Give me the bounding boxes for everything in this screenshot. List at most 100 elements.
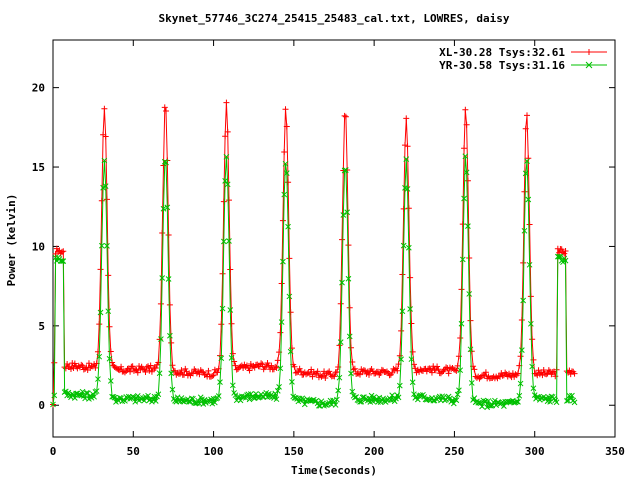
data-point <box>291 363 298 370</box>
data-point <box>462 106 469 113</box>
data-point <box>289 379 295 385</box>
data-point <box>562 248 569 255</box>
legend-label-1: YR-30.58 Tsys:31.16 <box>439 59 565 72</box>
data-point <box>497 373 504 380</box>
data-point <box>143 364 150 371</box>
legend-marker-0 <box>586 49 592 55</box>
data-point <box>228 320 235 327</box>
data-point <box>348 344 355 351</box>
x-tick-label: 350 <box>605 445 625 458</box>
data-point <box>268 362 275 369</box>
data-point <box>232 362 239 369</box>
data-point <box>261 364 268 371</box>
data-point <box>287 309 294 316</box>
y-tick-label: 0 <box>38 399 45 412</box>
data-point <box>56 247 63 254</box>
data-point <box>158 336 164 342</box>
data-point <box>147 362 154 369</box>
data-point <box>281 148 288 155</box>
data-point <box>60 258 67 264</box>
data-point <box>529 363 535 370</box>
data-point <box>331 373 338 380</box>
data-point <box>129 363 136 370</box>
data-point <box>408 320 415 327</box>
data-point <box>305 369 312 376</box>
data-point <box>481 372 488 379</box>
data-point <box>85 360 92 367</box>
data-point <box>559 249 566 256</box>
data-point <box>407 306 413 312</box>
data-point <box>339 279 345 286</box>
data-point <box>466 255 473 262</box>
series-line-0 <box>52 102 575 405</box>
data-point <box>60 248 67 255</box>
data-point <box>224 128 231 135</box>
data-point <box>105 308 112 315</box>
data-point <box>539 372 546 379</box>
data-point <box>83 364 90 371</box>
data-point <box>212 399 218 406</box>
legend-marker-1 <box>585 61 593 69</box>
data-point <box>263 363 270 370</box>
data-point <box>92 364 99 371</box>
data-point <box>296 365 303 372</box>
data-point <box>249 363 256 370</box>
data-point <box>107 348 114 355</box>
data-point <box>218 355 225 362</box>
data-point <box>337 300 344 307</box>
data-point <box>374 368 381 375</box>
data-point <box>215 393 222 399</box>
data-point <box>560 259 566 266</box>
data-point <box>458 320 465 327</box>
legend-label-0: XL-30.28 Tsys:32.61 <box>439 46 565 59</box>
data-point <box>287 348 294 355</box>
data-point <box>222 133 229 140</box>
data-point <box>447 395 453 402</box>
data-point <box>345 242 352 249</box>
data-point <box>223 99 230 106</box>
data-point <box>518 317 525 324</box>
data-point <box>282 160 289 167</box>
data-point <box>517 353 524 360</box>
data-point <box>403 115 410 122</box>
data-point <box>515 399 521 405</box>
data-point <box>484 404 491 411</box>
data-point <box>178 367 185 374</box>
data-point <box>102 133 109 140</box>
data-point <box>520 297 527 304</box>
data-point <box>145 363 152 370</box>
data-point <box>334 396 340 403</box>
data-point <box>464 177 471 184</box>
x-tick-label: 250 <box>444 445 464 458</box>
data-point <box>509 370 516 377</box>
y-tick-label: 10 <box>32 240 45 253</box>
data-point <box>103 196 110 203</box>
data-point <box>520 259 527 266</box>
data-point <box>358 398 365 405</box>
data-point <box>333 368 340 375</box>
data-point <box>65 389 72 396</box>
series-markers-1 <box>50 153 578 411</box>
data-point <box>279 217 286 224</box>
data-point <box>517 380 524 387</box>
data-point <box>97 266 104 273</box>
data-point <box>205 367 212 374</box>
data-point <box>314 368 321 375</box>
data-point <box>228 354 235 361</box>
data-point <box>434 363 441 370</box>
data-point <box>543 371 550 378</box>
data-point <box>159 275 166 281</box>
data-point <box>219 305 226 312</box>
data-point <box>164 204 171 211</box>
data-point <box>512 371 519 378</box>
data-point <box>132 398 139 405</box>
data-point <box>473 374 480 381</box>
data-point <box>170 367 177 374</box>
data-point <box>389 369 396 376</box>
data-point <box>467 317 474 324</box>
data-point <box>59 258 65 265</box>
data-point <box>168 370 175 377</box>
data-point <box>220 238 227 245</box>
data-point <box>163 159 169 166</box>
